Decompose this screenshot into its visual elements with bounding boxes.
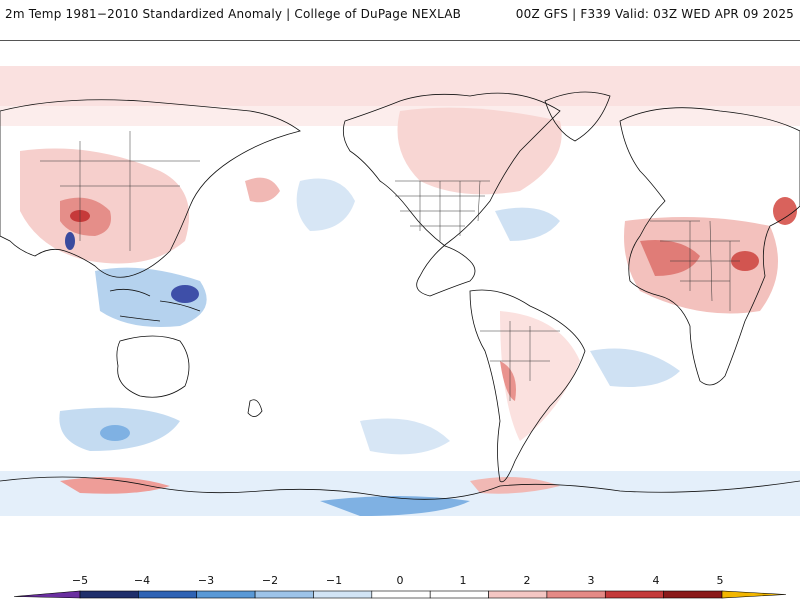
north-america-coast bbox=[342, 92, 561, 297]
colorbar-segment bbox=[488, 590, 548, 599]
npac-cool-region bbox=[296, 178, 355, 231]
colorbar-tick-label: 3 bbox=[588, 574, 595, 587]
asia-warm-region bbox=[20, 148, 190, 264]
indonesia-coast bbox=[109, 288, 201, 322]
pacific-cool-core bbox=[171, 285, 199, 303]
colorbar-labels: −5 −4 −3 −2 −1 0 1 2 3 4 5 bbox=[72, 574, 724, 587]
colorbar-segment bbox=[663, 590, 723, 599]
antarctica-coast bbox=[0, 476, 800, 500]
na-warm-region bbox=[397, 107, 562, 195]
map-canvas bbox=[0, 41, 800, 561]
colorbar-tick-label: −2 bbox=[262, 574, 278, 587]
south-pacific-cool bbox=[360, 418, 450, 455]
sa-warm-region bbox=[500, 311, 580, 441]
map-title: 2m Temp 1981−2010 Standardized Anomaly |… bbox=[5, 7, 462, 21]
colorbar-canvas: −5 −4 −3 −2 −1 0 1 2 3 4 5 bbox=[13, 574, 787, 599]
antarctic-warm-patch-2 bbox=[470, 477, 560, 494]
greenland-coast bbox=[544, 91, 611, 142]
asia-coast bbox=[0, 99, 301, 278]
south-america-borders bbox=[480, 321, 560, 401]
colorbar-segment bbox=[604, 590, 664, 599]
colorbar-segment bbox=[371, 590, 431, 599]
colorbar-segment bbox=[79, 590, 139, 599]
south-america-coast bbox=[469, 289, 586, 483]
npac-warm-patch bbox=[245, 177, 280, 203]
colorbar-segments bbox=[13, 590, 787, 599]
new-zealand-coast bbox=[247, 399, 263, 417]
australia-coast bbox=[116, 335, 190, 398]
atlantic-cool-patch bbox=[495, 207, 560, 241]
asia-borders bbox=[40, 131, 200, 251]
colorbar-tick-label: 4 bbox=[653, 574, 660, 587]
south-indian-cool-core bbox=[100, 425, 130, 441]
coastlines bbox=[0, 91, 800, 500]
header: 2m Temp 1981−2010 Standardized Anomaly |… bbox=[0, 0, 800, 30]
colorbar-segment bbox=[313, 590, 373, 599]
antarctic-warm-patch bbox=[60, 477, 170, 494]
colorbar-tick-label: 0 bbox=[397, 574, 404, 587]
colorbar-segment bbox=[546, 590, 606, 599]
colorbar-tick-label: −1 bbox=[326, 574, 342, 587]
model-run-info: 00Z GFS | F339 Valid: 03Z WED APR 09 202… bbox=[515, 7, 794, 21]
antarctic-cool-core bbox=[320, 496, 470, 516]
africa-borders bbox=[650, 220, 740, 311]
colorbar-high-extend bbox=[721, 590, 787, 599]
africa-warm-core bbox=[640, 240, 700, 276]
colorbar-segment bbox=[138, 590, 198, 599]
colorbar-tick-label: −5 bbox=[72, 574, 88, 587]
anomaly-map bbox=[0, 40, 800, 561]
south-atlantic-cool bbox=[590, 348, 680, 387]
colorbar-tick-label: 5 bbox=[717, 574, 724, 587]
anomaly-shading bbox=[0, 66, 800, 516]
arctic-warm-band bbox=[0, 66, 800, 106]
colorbar-tick-label: 2 bbox=[524, 574, 531, 587]
colorbar: −5 −4 −3 −2 −1 0 1 2 3 4 5 bbox=[0, 562, 800, 600]
colorbar-tick-label: −3 bbox=[198, 574, 214, 587]
colorbar-segment bbox=[196, 590, 256, 599]
horn-warm-core bbox=[731, 251, 759, 271]
colorbar-tick-label: −4 bbox=[134, 574, 150, 587]
colorbar-tick-label: 1 bbox=[460, 574, 467, 587]
bay-cool-core bbox=[65, 232, 75, 250]
colorbar-segment bbox=[254, 590, 314, 599]
mideast-warm-core bbox=[773, 197, 797, 225]
political-borders bbox=[40, 131, 740, 401]
indonesia-cool-region bbox=[95, 267, 207, 327]
andes-warm-core bbox=[500, 361, 516, 401]
us-state-borders bbox=[395, 180, 490, 241]
colorbar-segment bbox=[429, 590, 489, 599]
colorbar-low-extend bbox=[13, 590, 81, 599]
